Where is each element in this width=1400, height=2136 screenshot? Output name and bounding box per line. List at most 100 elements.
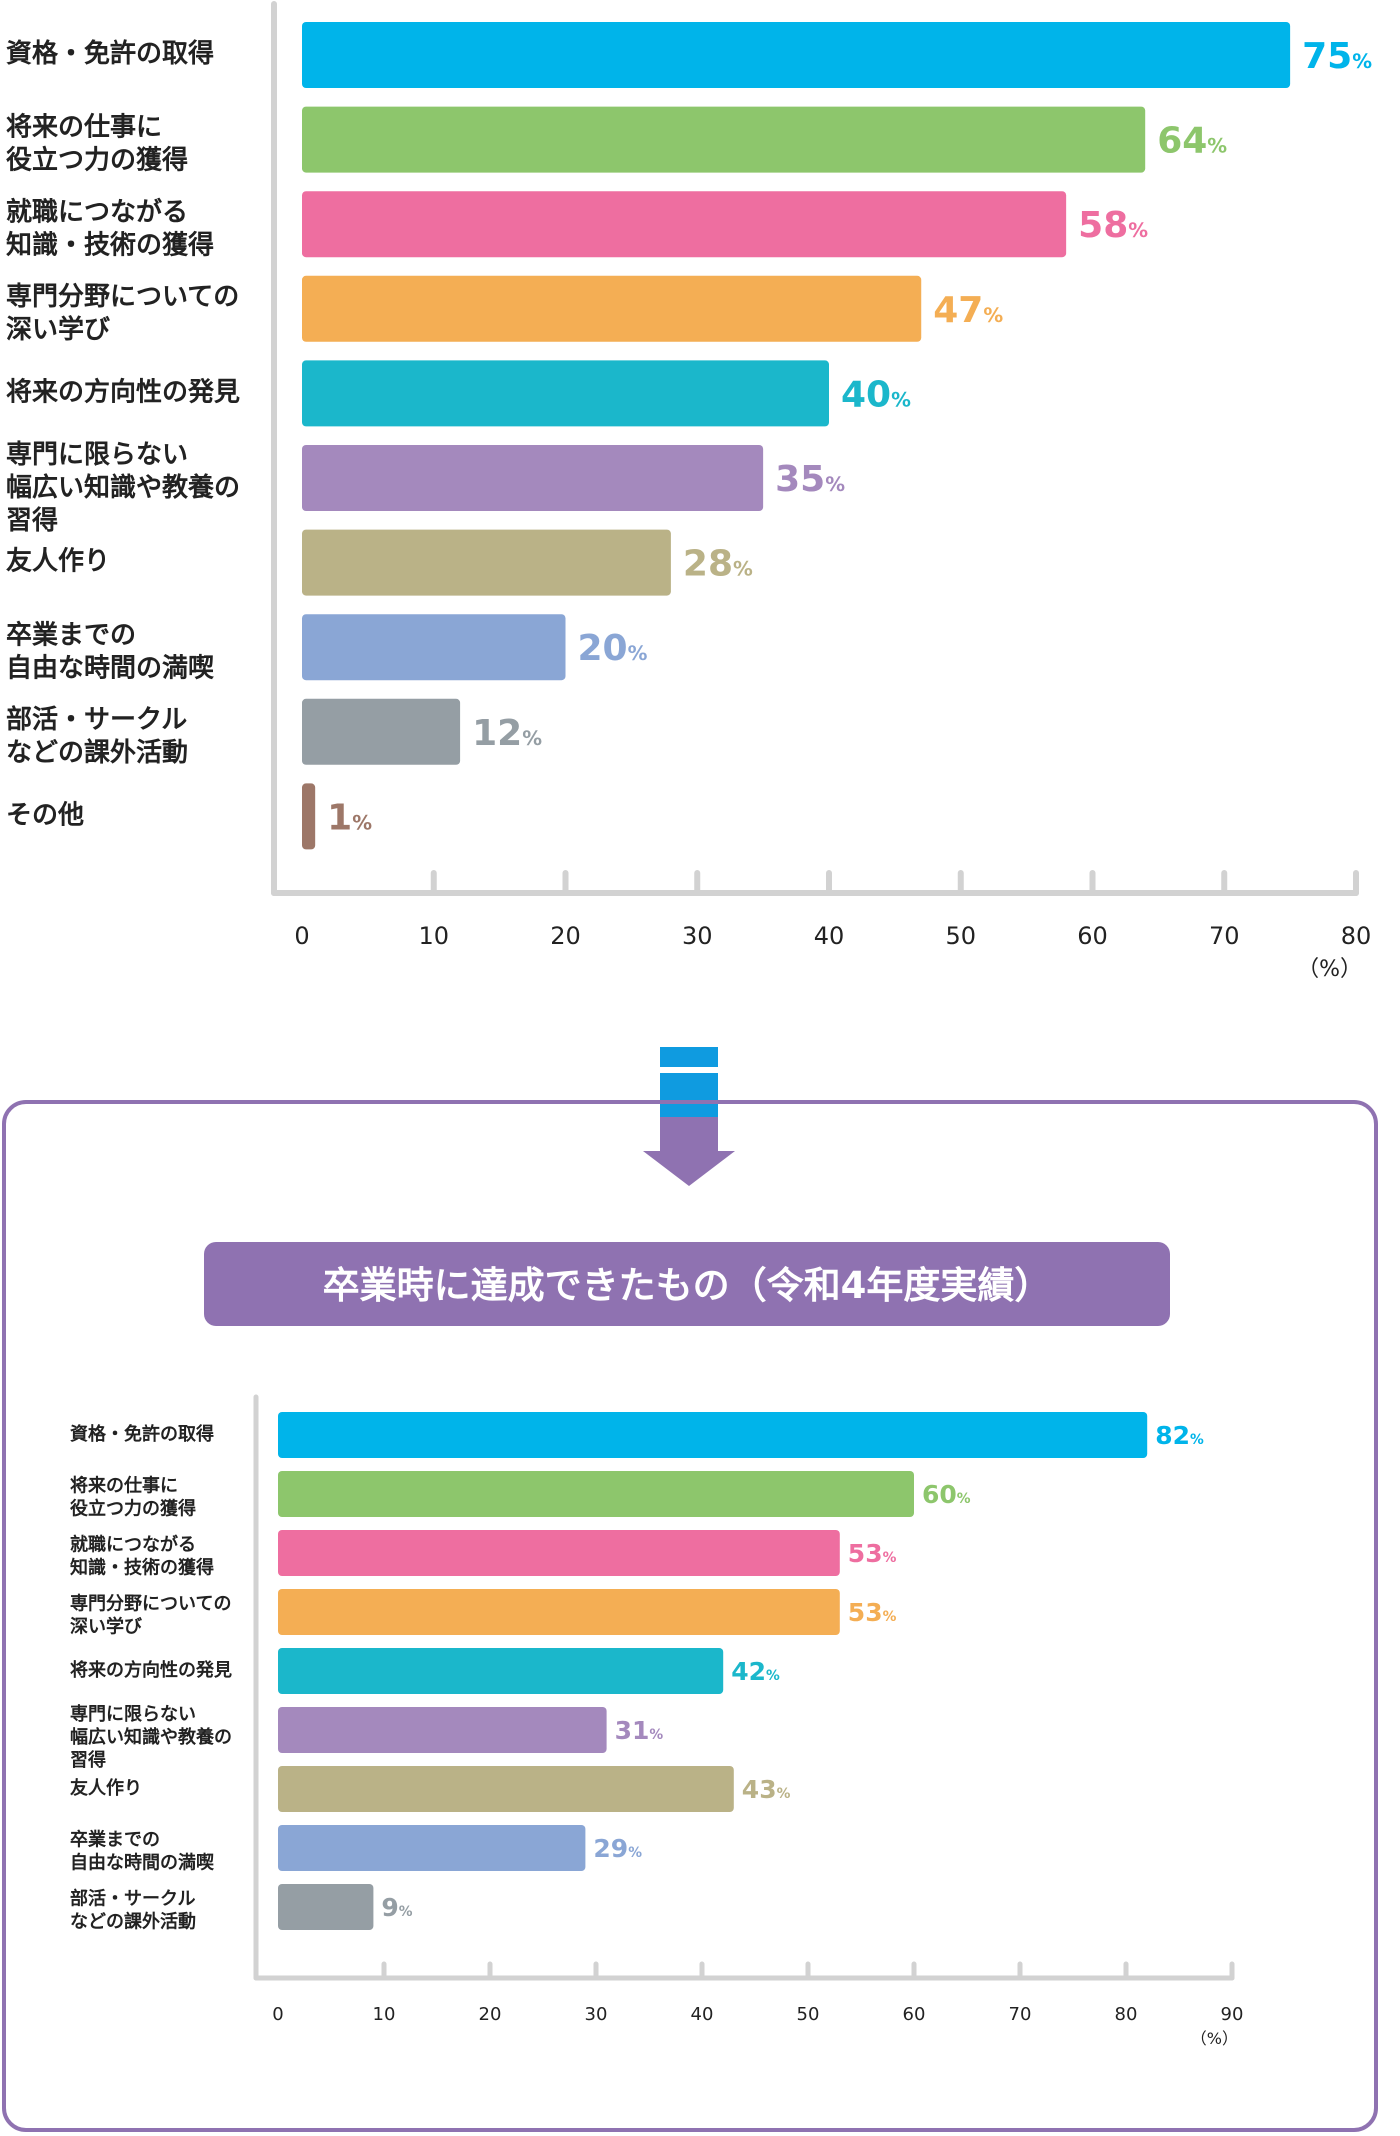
x-tick-label: 60 [903, 2004, 926, 2025]
data-label: 82% [1155, 1421, 1204, 1450]
data-label-value: 53 [848, 1539, 883, 1568]
x-tick-label: 80 [1115, 2004, 1138, 2025]
data-label: 1% [327, 797, 372, 838]
data-label-suffix: % [522, 727, 542, 750]
data-label-value: 58 [1078, 205, 1128, 246]
result-frame [2, 1100, 1378, 2132]
data-label-value: 42 [731, 1657, 766, 1686]
x-tick-label: 10 [373, 2004, 396, 2025]
category-label: 資格・免許の取得 [6, 38, 214, 69]
bar [302, 22, 1291, 88]
data-label: 43% [742, 1775, 791, 1804]
x-tick-label: 20 [550, 922, 581, 950]
data-label-value: 20 [578, 628, 628, 669]
data-label-suffix: % [399, 1904, 413, 1920]
category-label: 将来の仕事に役立つ力の獲得 [70, 1474, 196, 1519]
x-tick-label: 40 [691, 2004, 714, 2025]
data-label-value: 1 [327, 797, 352, 838]
category-label: その他 [6, 800, 84, 830]
data-label-suffix: % [777, 1786, 791, 1802]
data-label-value: 75 [1302, 36, 1352, 77]
data-label: 35% [775, 459, 845, 500]
data-label-suffix: % [733, 558, 753, 581]
category-label: 卒業までの自由な時間の満喫 [6, 619, 214, 683]
data-label-suffix: % [957, 1491, 971, 1507]
data-label: 58% [1078, 205, 1148, 246]
data-label-value: 53 [848, 1598, 883, 1627]
bar [278, 1412, 1148, 1458]
down-arrow-icon [643, 1047, 735, 1186]
data-label: 20% [578, 628, 648, 669]
data-label-suffix: % [1128, 219, 1148, 242]
data-label-value: 29 [593, 1834, 628, 1863]
data-label-suffix: % [766, 1668, 780, 1684]
data-label: 42% [731, 1657, 780, 1686]
x-unit-label: （%） [1297, 957, 1362, 982]
data-label-value: 60 [922, 1480, 957, 1509]
data-label-suffix: % [649, 1727, 663, 1743]
data-label: 9% [381, 1893, 412, 1922]
arrow-shaft [660, 1117, 718, 1153]
category-label: 専門分野についての深い学び [70, 1592, 231, 1637]
data-label-value: 47 [933, 290, 983, 331]
bar [302, 360, 829, 427]
chart-top: 0 10 20 30 40 50 60 70 80 （%） 75% 資格・免許の取得 64% 将来の仕事に… [6, 1, 1372, 982]
data-label-value: 43 [742, 1775, 777, 1804]
data-label: 12% [472, 713, 542, 754]
x-tick-label: 10 [418, 922, 449, 950]
category-label: 部活・サークルなどの課外活動 [70, 1887, 196, 1932]
bar [302, 698, 461, 765]
data-label: 47% [933, 290, 1003, 331]
data-label: 29% [593, 1834, 642, 1863]
data-label: 28% [683, 544, 753, 585]
category-label: 資格・免許の取得 [70, 1423, 214, 1445]
data-label: 53% [848, 1598, 897, 1627]
x-tick-label: 40 [814, 922, 845, 950]
x-tick-label: 70 [1209, 922, 1240, 950]
bar [302, 614, 566, 681]
bar [302, 275, 922, 342]
data-label-suffix: % [628, 1845, 642, 1861]
x-tick-label: 80 [1341, 922, 1372, 950]
x-tick-label: 50 [797, 2004, 820, 2025]
data-label: 31% [615, 1716, 664, 1745]
chart-bottom: 0 10 20 30 40 50 60 70 80 90 （%） 82% 資格・免許の取得 60% 将来の仕… [70, 1394, 1244, 2048]
x-tick-label: 50 [945, 922, 976, 950]
data-label-suffix: % [352, 811, 372, 834]
x-unit-label: （%） [1191, 2029, 1238, 2048]
category-label: 専門に限らない幅広い知識や教養の習得 [70, 1703, 232, 1771]
arrow-band-top [660, 1047, 718, 1067]
category-label: 就職につながる知識・技術の獲得 [6, 196, 214, 260]
data-label-suffix: % [883, 1550, 897, 1566]
category-label: 将来の方向性の発見 [6, 376, 240, 407]
bar [278, 1825, 586, 1871]
data-label: 75% [1302, 36, 1372, 77]
x-tick-label: 90 [1221, 2004, 1244, 2025]
x-tick-label: 30 [682, 922, 713, 950]
bar [278, 1766, 734, 1812]
x-tick-label: 0 [294, 922, 309, 950]
data-label-suffix: % [1207, 135, 1227, 158]
bar [302, 783, 316, 850]
arrow-band-middle [660, 1073, 718, 1117]
x-tick-label: 70 [1009, 2004, 1032, 2025]
data-label-suffix: % [825, 473, 845, 496]
title-banner-bg [204, 1242, 1170, 1326]
bar [278, 1471, 914, 1517]
bar [302, 106, 1146, 173]
data-label-suffix: % [1190, 1432, 1204, 1448]
bar [302, 529, 671, 596]
data-label-value: 9 [381, 1893, 398, 1922]
x-tick-label: 60 [1077, 922, 1108, 950]
bar [302, 445, 764, 511]
arrow-head [643, 1151, 735, 1186]
title-banner: 卒業時に達成できたもの（令和4年度実績） [204, 1242, 1170, 1326]
data-label-suffix: % [983, 304, 1003, 327]
data-label-suffix: % [883, 1609, 897, 1625]
category-label: 友人作り [6, 547, 110, 577]
data-label-value: 82 [1155, 1421, 1190, 1450]
data-label-value: 35 [775, 459, 825, 500]
category-label: 部活・サークルなどの課外活動 [6, 705, 188, 768]
category-label: 専門分野についての深い学び [6, 282, 239, 345]
chart-title: 卒業時に達成できたもの（令和4年度実績） [323, 1264, 1052, 1307]
